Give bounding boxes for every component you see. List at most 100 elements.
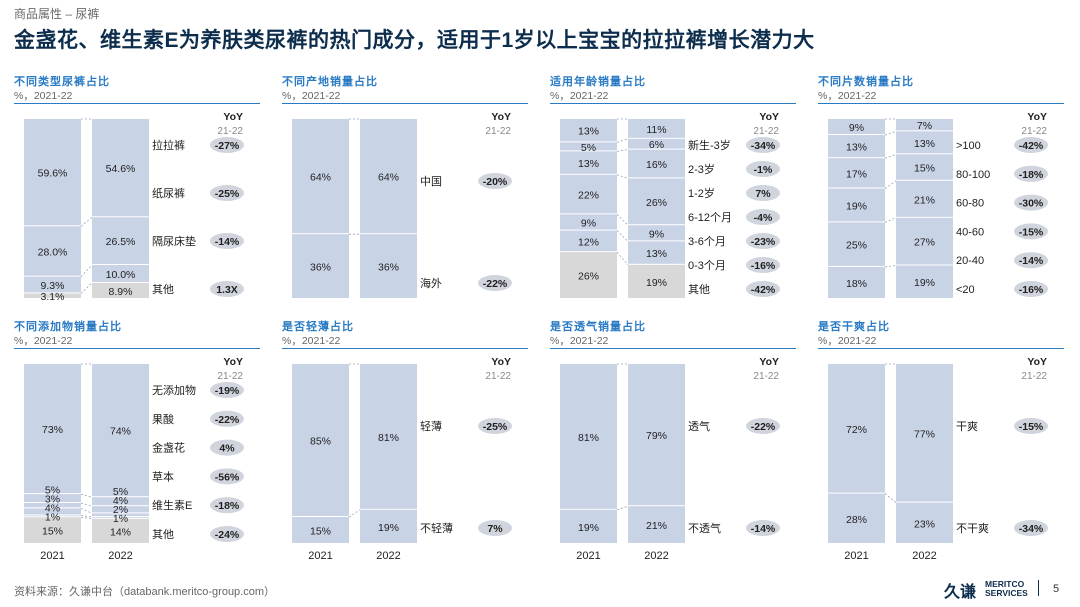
panel-breathable: 是否透气销量占比 %，2021-22 YoY 21-22 19% 81% 21% 79% 不… (550, 318, 800, 562)
category-label: 6-12个月 (688, 211, 732, 224)
yoy-value: -34% (751, 140, 776, 152)
yoy-value: -1% (754, 164, 773, 176)
bar-segment-2022 (92, 506, 149, 513)
x-tick-label: 2022 (644, 550, 668, 562)
yoy-bubble (210, 185, 244, 201)
bar-segment-2021 (24, 517, 81, 543)
bar-segment-2021 (828, 266, 885, 298)
logo-separator (1038, 580, 1039, 596)
chart-svg: YoY 21-22 36% 64% 36% 64% 海外 -22% 中国 -20% (292, 111, 512, 298)
value-label-2021: 15% (42, 526, 63, 538)
yoy-value: -42% (1019, 140, 1044, 152)
panel-title: 适用年龄销量占比 (550, 76, 646, 88)
category-label: 干爽 (956, 420, 978, 433)
panel-subtitle: %，2021-22 (14, 90, 73, 102)
yoy-header: YoY (1027, 111, 1047, 123)
yoy-value: -15% (1019, 226, 1044, 238)
yoy-bubble (210, 233, 244, 249)
value-label-2022: 19% (914, 277, 935, 289)
chart-svg: YoY 21-22 15% 85% 19% 81% 不轻薄 7% 轻薄 -25% 2021 2022 (292, 356, 512, 562)
value-label-2021: 36% (310, 262, 331, 274)
value-label-2021: 3.1% (41, 291, 65, 303)
bar-segment-2021 (24, 119, 81, 226)
category-label: 隔尿床垫 (152, 234, 196, 248)
connector-line (80, 502, 93, 507)
value-label-2021: 64% (310, 172, 331, 184)
value-label-2022: 26% (646, 197, 667, 209)
category-label: 拉拉裤 (152, 138, 185, 152)
x-tick-label: 2022 (376, 550, 400, 562)
connector-line (884, 217, 897, 223)
bar-segment-2021 (24, 494, 81, 503)
panel-age: 适用年龄销量占比 %，2021-22 YoY 21-22 26% 12% 9% 22% 13… (550, 73, 800, 313)
yoy-sub: 21-22 (485, 371, 511, 382)
yoy-bubble (478, 418, 512, 434)
yoy-bubble (1014, 165, 1048, 182)
value-label-2021: 4% (45, 502, 60, 514)
bar-segment-2021 (560, 230, 617, 252)
bar-segment-2022 (896, 364, 953, 502)
yoy-value: -22% (751, 421, 776, 433)
yoy-header: YoY (491, 356, 511, 368)
bar-segment-2021 (24, 364, 81, 494)
bar-segment-2022 (360, 119, 417, 234)
value-label-2022: 15% (914, 163, 935, 175)
bar-segment-2021 (560, 214, 617, 230)
connector-line (884, 130, 897, 136)
yoy-bubble (478, 275, 512, 291)
panel-subtitle: %，2021-22 (550, 335, 609, 347)
value-label-2021: 15% (310, 526, 331, 538)
value-label-2021: 13% (578, 126, 599, 138)
chart-svg: YoY 21-22 18% 25% 19% 17% 13% 9% 19% 27% 21% 15% 13%… (828, 111, 1048, 298)
yoy-value: -16% (751, 260, 776, 272)
value-label-2021: 17% (846, 168, 867, 180)
yoy-bubble (1014, 520, 1048, 536)
category-label: 透气 (688, 419, 710, 433)
bar-segment-2022 (628, 364, 685, 506)
bar-segment-2021 (24, 293, 81, 298)
yoy-value: -4% (754, 212, 773, 224)
category-label: 0-3个月 (688, 259, 726, 272)
x-tick-label: 2021 (844, 550, 868, 562)
logo-en-line2: SERVICES (985, 588, 1028, 598)
value-label-2022: 5% (113, 486, 128, 498)
value-label-2022: 9% (649, 228, 664, 240)
bar-segment-2022 (92, 282, 149, 298)
bar-segment-2022 (896, 180, 953, 217)
value-label-2022: 1% (113, 513, 128, 525)
yoy-bubble (746, 209, 780, 225)
bar-segment-2022 (92, 513, 149, 516)
yoy-value: -16% (1019, 284, 1044, 296)
yoy-bubble (746, 257, 780, 273)
connector-line (80, 516, 93, 520)
value-label-2022: 14% (110, 526, 131, 538)
connector-line (884, 153, 897, 159)
yoy-header: YoY (491, 111, 511, 123)
connector-line (616, 149, 629, 152)
bar-segment-2022 (896, 217, 953, 265)
category-label: 20-40 (956, 255, 984, 267)
panel-count: 不同片数销量占比 %，2021-22 YoY 21-22 18% 25% 19% 17% 1… (818, 73, 1068, 313)
value-label-2022: 13% (646, 248, 667, 260)
yoy-value: -42% (751, 284, 776, 296)
connector-line (348, 509, 361, 518)
bar-segment-2022 (360, 234, 417, 298)
panel-subtitle: %，2021-22 (14, 335, 73, 347)
bar-segment-2022 (628, 138, 685, 149)
value-label-2021: 3% (45, 493, 60, 505)
yoy-bubble (210, 382, 244, 398)
value-label-2022: 10.0% (106, 269, 136, 281)
panel-title: 不同产地销量占比 (282, 76, 378, 88)
connector-line (884, 493, 897, 503)
value-label-2022: 11% (646, 124, 666, 136)
panel-title: 是否透气销量占比 (550, 321, 646, 333)
value-label-2022: 77% (914, 428, 935, 440)
value-label-2022: 23% (914, 518, 935, 530)
panel-origin: 不同产地销量占比 %，2021-22 YoY 21-22 36% 64% 36% 64% 海… (282, 73, 532, 313)
category-label: 新生-3岁 (688, 138, 731, 152)
panel-title: 是否干爽占比 (818, 321, 890, 333)
bar-segment-2021 (560, 151, 617, 174)
bar-segment-2021 (560, 142, 617, 151)
yoy-sub: 21-22 (753, 371, 779, 382)
